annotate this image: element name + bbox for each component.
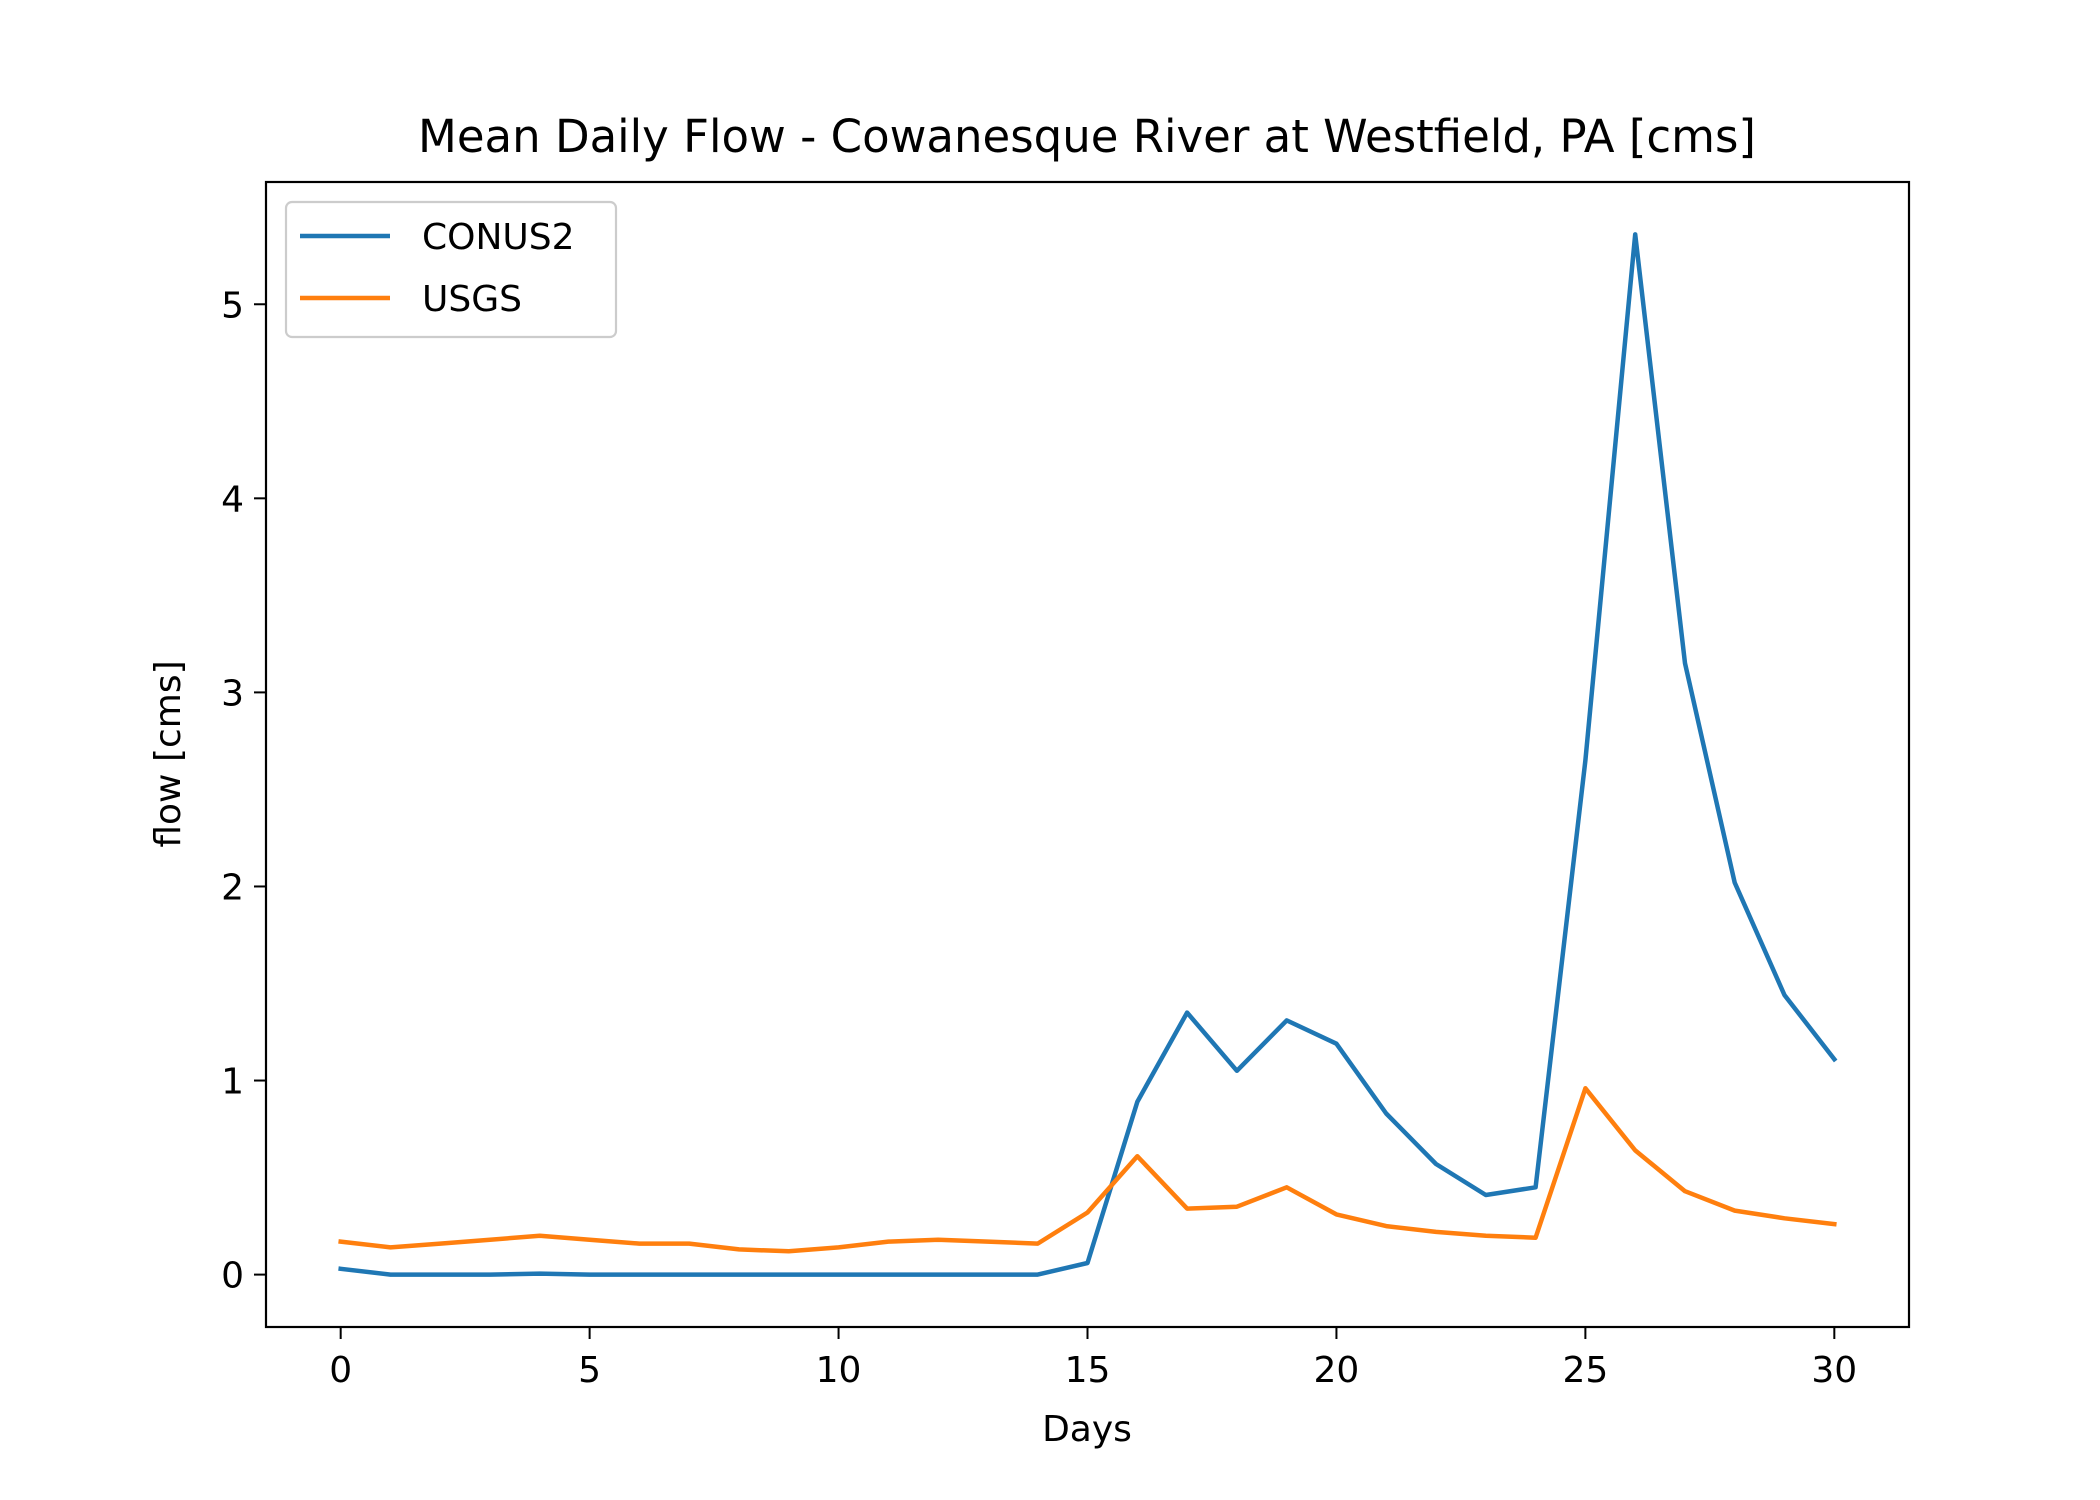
x-tick-label: 10 — [816, 1350, 862, 1391]
y-axis: 0 1 2 3 4 5 — [221, 285, 266, 1297]
legend: CONUS2 USGS — [284, 200, 618, 339]
series-layer — [338, 232, 1838, 1277]
x-tick-label: 15 — [1065, 1350, 1111, 1391]
legend-label-usgs: USGS — [422, 279, 522, 320]
y-tick-label: 4 — [221, 479, 244, 520]
y-tick-label: 5 — [221, 285, 244, 326]
x-tick-label: 5 — [578, 1350, 601, 1391]
series-line-conus2 — [338, 232, 1838, 1277]
x-tick-label: 20 — [1314, 1350, 1360, 1391]
x-tick-label: 0 — [329, 1350, 352, 1391]
y-tick-label: 1 — [221, 1062, 244, 1103]
y-tick-label: 0 — [221, 1256, 244, 1297]
y-tick-label: 3 — [221, 673, 244, 714]
y-tick-label: 2 — [221, 867, 244, 908]
x-tick-label: 25 — [1562, 1350, 1608, 1391]
x-axis-label: Days — [1042, 1409, 1132, 1450]
x-axis: 0 5 10 15 20 25 30 — [329, 1327, 1857, 1391]
x-tick-label: 30 — [1811, 1350, 1857, 1391]
series-line-usgs — [338, 1086, 1837, 1254]
chart-title: Mean Daily Flow - Cowanesque River at We… — [418, 110, 1756, 163]
legend-label-conus2: CONUS2 — [422, 217, 575, 258]
y-axis-label: flow [cms] — [148, 660, 189, 847]
